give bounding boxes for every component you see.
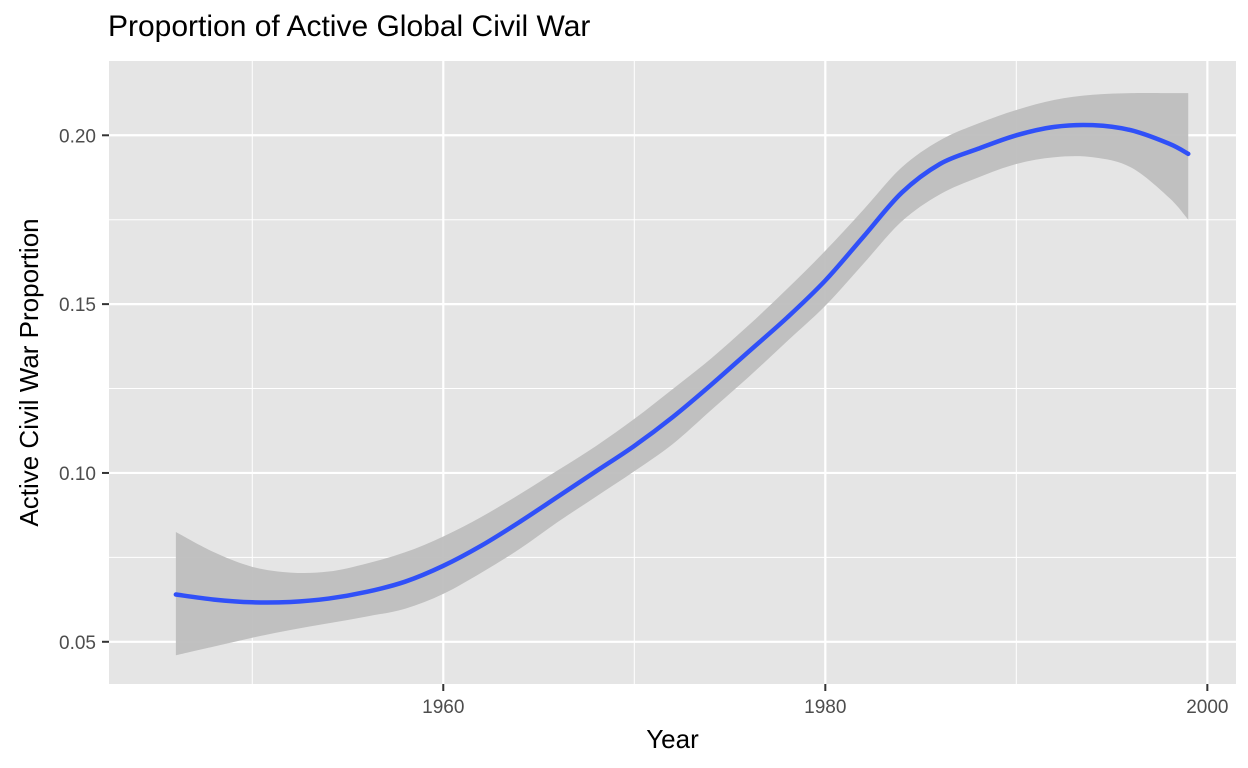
x-tick-label: 1980 — [804, 697, 846, 718]
y-axis: 0.05 0.10 0.15 0.20 — [59, 126, 109, 654]
minor-gridlines — [109, 61, 1236, 684]
y-tick-label: 0.10 — [59, 464, 96, 485]
y-tick-label: 0.15 — [59, 295, 96, 316]
y-tick-label: 0.20 — [59, 126, 96, 147]
confidence-band — [175, 92, 1189, 656]
y-axis-title: Active Civil War Proportion — [14, 218, 44, 526]
x-tick-label: 1960 — [422, 697, 464, 718]
x-axis-title: Year — [646, 724, 699, 754]
y-tick-label: 0.05 — [59, 633, 96, 654]
chart-title: Proportion of Active Global Civil War — [108, 10, 591, 43]
x-axis: 1960 1980 2000 — [422, 684, 1228, 718]
x-tick-label: 2000 — [1186, 697, 1228, 718]
smooth-trend-line — [173, 122, 1191, 605]
